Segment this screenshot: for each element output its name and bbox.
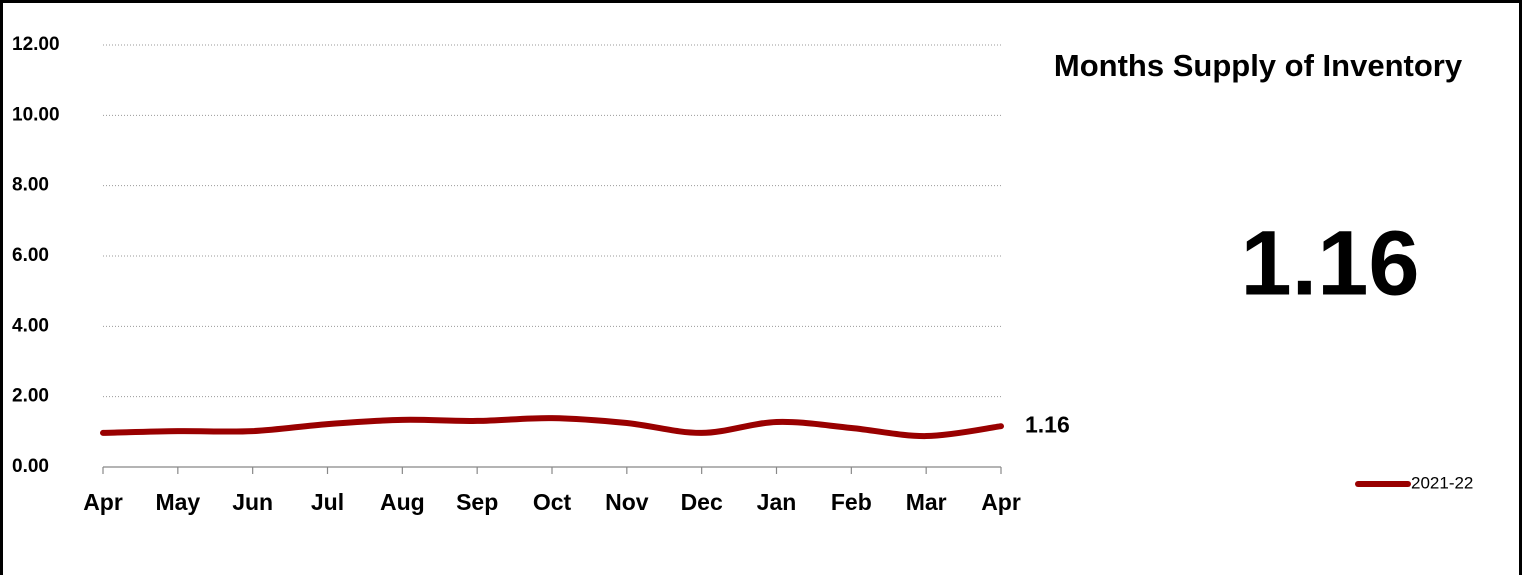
x-tick-label: Jun: [232, 489, 273, 515]
x-tick-label: Jan: [757, 489, 797, 515]
y-tick-label: 0.00: [12, 456, 49, 477]
data-line: [100, 415, 1004, 440]
x-tick-label: May: [155, 489, 200, 515]
y-tick-label: 10.00: [12, 104, 60, 125]
x-tick-label: Jul: [311, 489, 344, 515]
x-tick-label: Apr: [83, 489, 123, 515]
y-tick-label: 8.00: [12, 175, 49, 196]
legend-label: 2021-22: [1411, 473, 1473, 492]
x-tick-label: Sep: [456, 489, 498, 515]
x-tick-label: Dec: [681, 489, 723, 515]
headline-value: 1.16: [1240, 212, 1419, 314]
x-tick-label: Mar: [906, 489, 947, 515]
x-tick-label: Nov: [605, 489, 649, 515]
y-tick-label: 6.00: [12, 245, 49, 266]
data-label: 1.16: [1025, 411, 1070, 437]
x-tick-label: Apr: [981, 489, 1021, 515]
chart-title: Months Supply of Inventory: [1054, 48, 1463, 83]
y-tick-label: 2.00: [12, 386, 49, 407]
y-tick-label: 12.00: [12, 34, 60, 55]
y-tick-label: 4.00: [12, 315, 49, 336]
x-tick-label: Feb: [831, 489, 872, 515]
x-tick-label: Oct: [533, 489, 572, 515]
x-tick-label: Aug: [380, 489, 425, 515]
